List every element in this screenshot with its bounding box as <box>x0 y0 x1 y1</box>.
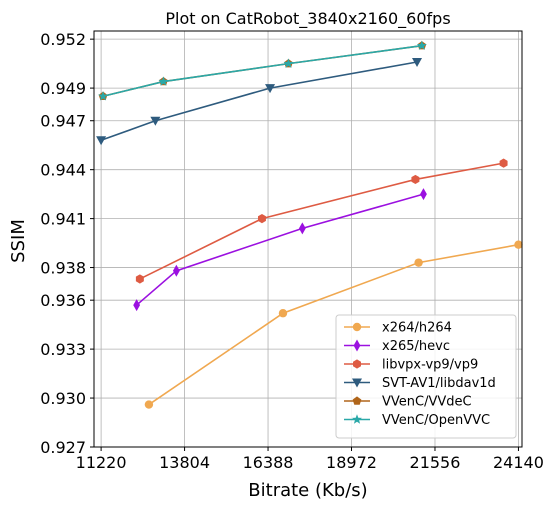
x-tick-label: 18972 <box>326 453 377 472</box>
data-point <box>514 240 523 249</box>
data-point <box>158 76 169 86</box>
legend-item: VVenC/VVdeC <box>344 395 472 410</box>
y-tick-label: 0.941 <box>40 210 86 229</box>
data-point <box>172 264 180 277</box>
series-svt-av1-libdav1d <box>96 57 423 146</box>
x-tick-label: 13804 <box>159 453 210 472</box>
legend: x264/h264 x265/hevc libvpx-vp9/vp9 SVT-AV1/… <box>335 314 517 439</box>
y-tick-label: 0.944 <box>40 161 86 180</box>
x-tick-label: 11220 <box>76 453 127 472</box>
y-tick-label: 0.952 <box>40 30 86 49</box>
x-tick-label: 16388 <box>243 453 294 472</box>
y-tick-label: 0.938 <box>40 259 86 278</box>
data-point <box>135 274 144 284</box>
y-tick-label: 0.936 <box>40 291 86 310</box>
legend-label: x264/h264 <box>382 321 452 336</box>
legend-label: x265/hevc <box>382 339 450 354</box>
chart-title: Plot on CatRobot_3840x2160_60fps <box>165 9 450 29</box>
data-point <box>283 58 294 68</box>
y-tick-label: 0.947 <box>40 112 86 131</box>
series-layer <box>96 40 523 409</box>
legend-marker <box>353 339 361 352</box>
legend-box <box>335 314 517 439</box>
data-point <box>411 174 420 185</box>
legend-marker <box>352 322 362 332</box>
data-point <box>257 214 266 224</box>
series-line <box>100 61 418 142</box>
data-point <box>278 309 288 318</box>
series-line <box>102 44 422 98</box>
legend-label: VVenC/VVdeC <box>382 395 472 410</box>
plot-frame <box>93 30 523 448</box>
legend-marker <box>352 414 362 424</box>
y-tick-label: 0.949 <box>40 79 86 98</box>
series-x265-hevc <box>133 188 427 312</box>
data-point <box>133 299 141 312</box>
data-point <box>414 258 423 267</box>
data-point <box>420 188 427 201</box>
legend-label: libvpx-vp9/vp9 <box>382 358 478 373</box>
legend-item: libvpx-vp9/vp9 <box>344 358 478 373</box>
legend-item: x264/h264 <box>344 321 452 336</box>
data-point <box>412 57 423 67</box>
y-tick-label: 0.933 <box>40 340 86 359</box>
series-vvenc-vvdec <box>98 41 427 100</box>
data-point <box>98 91 108 101</box>
data-point <box>416 40 427 50</box>
x-tick-label: 21556 <box>410 453 461 472</box>
data-point <box>499 158 508 168</box>
y-axis-label: SSIM <box>8 219 29 263</box>
legend-marker <box>352 378 362 388</box>
series-line <box>139 162 504 280</box>
data-point <box>144 400 154 409</box>
series-libvpx-vp9-vp9 <box>135 158 508 284</box>
series-line <box>136 193 424 306</box>
series-vvenc-openvvc <box>98 40 427 101</box>
x-tick-label: 24140 <box>493 453 544 472</box>
legend-label: SVT-AV1/libdav1d <box>382 376 496 391</box>
legend-marker <box>352 396 362 405</box>
data-point <box>298 222 306 235</box>
legend-item: VVenC/OpenVVC <box>344 413 490 428</box>
legend-label: VVenC/OpenVVC <box>382 413 490 428</box>
data-point <box>265 84 276 94</box>
series-line <box>102 44 422 98</box>
ticks: 11220 13804 16388 18972 21556 24140 0.927 0.930… <box>40 30 544 472</box>
y-tick-label: 0.930 <box>40 389 86 408</box>
series-x264-h264 <box>144 240 523 409</box>
legend-item: SVT-AV1/libdav1d <box>344 376 496 391</box>
x-axis-label: Bitrate (Kb/s) <box>248 480 367 501</box>
legend-item: x265/hevc <box>344 339 450 354</box>
series-line <box>148 243 519 406</box>
data-point <box>150 116 161 126</box>
y-tick-label: 0.927 <box>40 438 86 457</box>
grid <box>94 31 522 448</box>
legend-marker <box>353 359 361 369</box>
data-point <box>96 136 107 146</box>
